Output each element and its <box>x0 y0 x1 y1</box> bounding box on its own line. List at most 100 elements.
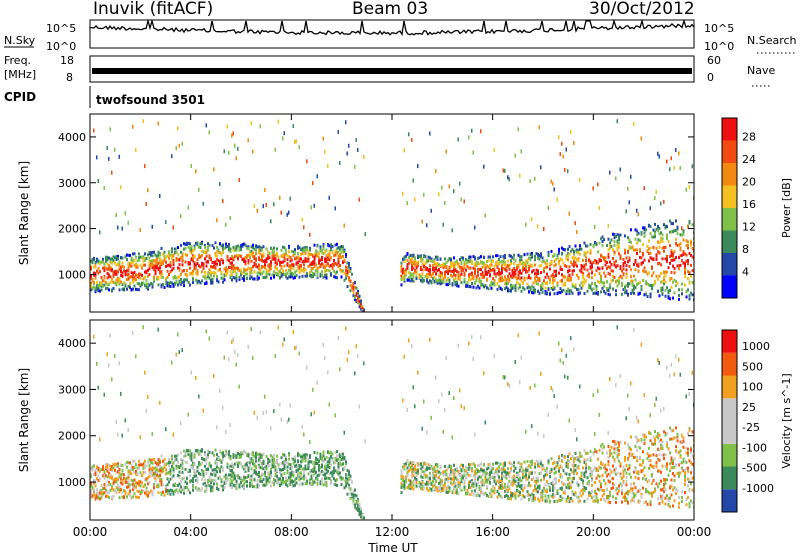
power-cell <box>447 283 449 287</box>
velocity-cell <box>184 480 187 484</box>
power-cell <box>265 270 268 274</box>
velocity-cell <box>147 395 149 399</box>
velocity-cell <box>118 471 121 475</box>
power-cell <box>436 263 439 267</box>
power-cell <box>420 275 422 278</box>
power-cell <box>447 269 449 273</box>
power-cell <box>247 259 250 262</box>
power-cell <box>312 266 314 270</box>
power-cell <box>280 274 283 278</box>
velocity-cell <box>342 452 344 456</box>
power-cell <box>634 278 637 282</box>
power-cell <box>255 263 257 267</box>
power-cell <box>657 262 659 266</box>
power-cell <box>217 280 220 284</box>
colorbar-tick-label: 16 <box>742 198 756 211</box>
velocity-cell <box>246 480 248 484</box>
power-cell <box>564 281 566 285</box>
velocity-cell <box>211 485 214 489</box>
power-cell <box>129 263 131 267</box>
velocity-cell <box>216 486 218 490</box>
velocity-cell <box>201 469 203 473</box>
power-cell <box>663 278 665 282</box>
power-cell <box>478 280 481 284</box>
power-cell <box>402 267 404 271</box>
velocity-cell <box>249 463 251 467</box>
colorbar-tick-label: 24 <box>742 153 756 166</box>
power-cell <box>427 272 430 276</box>
power-cell <box>282 273 284 277</box>
power-cell <box>423 254 425 258</box>
velocity-cell <box>153 483 155 486</box>
power-cell <box>616 247 619 251</box>
power-cell <box>268 263 271 267</box>
power-cell <box>670 277 673 280</box>
power-cell <box>235 254 238 258</box>
power-cell <box>655 253 658 257</box>
power-cell <box>463 261 466 265</box>
power-cell <box>414 197 416 202</box>
power-cell <box>220 272 223 276</box>
power-cell <box>691 280 694 284</box>
power-cell <box>628 244 631 248</box>
velocity-cell <box>174 482 176 486</box>
power-cell <box>219 262 221 266</box>
velocity-cell <box>315 476 317 480</box>
velocity-cell <box>111 467 113 471</box>
power-cell <box>412 273 415 277</box>
power-cell <box>520 262 523 266</box>
power-cell <box>514 153 516 158</box>
power-cell <box>534 258 536 262</box>
power-cell <box>243 257 245 261</box>
power-cell <box>354 164 356 169</box>
power-cell <box>651 257 653 261</box>
power-cell <box>622 262 625 265</box>
velocity-cell <box>291 482 293 486</box>
power-cell <box>402 258 404 262</box>
power-cell <box>682 238 685 242</box>
power-cell <box>688 281 691 285</box>
velocity-cell <box>105 463 107 467</box>
power-cell <box>411 256 413 260</box>
velocity-cell <box>273 483 275 487</box>
velocity-cell <box>222 454 224 458</box>
velocity-cell <box>368 527 370 530</box>
nsky-tick-bottom: 10^0 <box>46 40 76 53</box>
power-cell <box>262 204 264 209</box>
velocity-cell <box>265 483 268 487</box>
velocity-cell <box>346 473 349 477</box>
power-cell <box>420 257 422 261</box>
velocity-cell <box>294 478 296 482</box>
power-cell <box>424 260 427 264</box>
power-cell <box>181 254 184 258</box>
power-cell <box>270 260 272 264</box>
velocity-cell <box>298 471 301 475</box>
power-cell <box>103 269 106 273</box>
velocity-cell <box>262 452 265 456</box>
power-cell <box>630 228 632 232</box>
velocity-cell <box>307 472 310 476</box>
power-cell <box>517 282 520 286</box>
power-cell <box>610 269 613 273</box>
velocity-cell <box>213 472 215 476</box>
power-cell <box>630 268 632 272</box>
power-cell <box>543 259 545 263</box>
velocity-cell <box>273 409 275 414</box>
power-cell <box>546 272 548 276</box>
power-cell <box>664 226 667 230</box>
velocity-cell <box>231 474 233 478</box>
velocity-cell <box>253 464 256 468</box>
power-cell <box>232 267 235 271</box>
velocity-cell <box>127 492 130 496</box>
velocity-cell <box>229 483 232 487</box>
power-cell <box>448 257 451 260</box>
velocity-cell <box>228 466 230 470</box>
power-cell <box>657 151 659 156</box>
power-cell <box>234 247 236 250</box>
power-cell <box>451 270 454 273</box>
power-cell <box>651 284 653 287</box>
power-cell <box>316 244 319 248</box>
power-cell <box>108 266 110 270</box>
power-cell <box>120 265 122 269</box>
power-cell <box>549 267 551 271</box>
